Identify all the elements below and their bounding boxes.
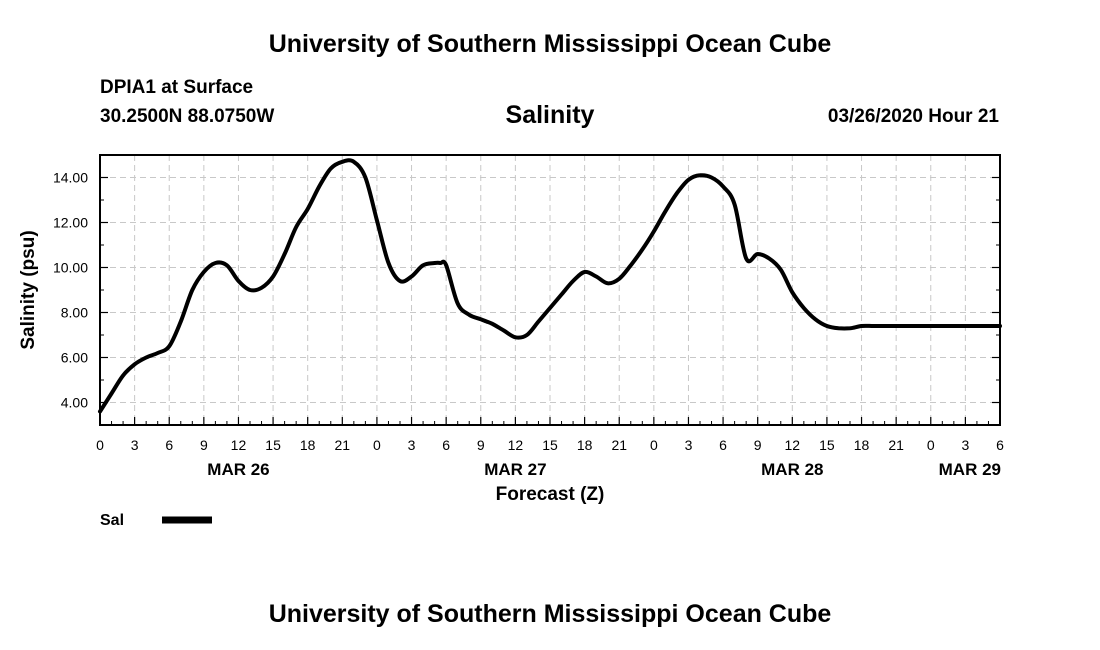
y-tick-label: 14.00	[53, 170, 88, 186]
x-tick-label: 18	[854, 437, 870, 453]
grid-layer	[100, 155, 1000, 425]
legend-label: Sal	[100, 512, 124, 529]
label-layer: 0 3 6 9 12 15 18 21 0 3 6 9 12 15 18 21 0 3 6 9 12 15 18 21 0 3 6 4…	[53, 170, 1004, 480]
x-tick-label: 3	[131, 437, 139, 453]
y-tick-label: 6.00	[61, 350, 88, 366]
x-tick-label: 0	[927, 437, 935, 453]
day-label: MAR 27	[484, 460, 546, 479]
chart-header-title: University of Southern Mississippi Ocean…	[268, 30, 832, 58]
x-tick-label: 0	[373, 437, 381, 453]
x-tick-label: 9	[200, 437, 208, 453]
chart-footer-title: University of Southern Mississippi Ocean…	[268, 600, 832, 628]
x-tick-label: 0	[650, 437, 658, 453]
x-tick-label: 18	[300, 437, 316, 453]
x-tick-label: 21	[335, 437, 351, 453]
y-axis-title: Salinity (psu)	[18, 230, 39, 349]
x-tick-label: 15	[265, 437, 281, 453]
x-tick-label: 6	[996, 437, 1004, 453]
x-tick-label: 9	[754, 437, 762, 453]
x-tick-label: 9	[477, 437, 485, 453]
y-tick-label: 12.00	[53, 215, 88, 231]
x-axis-title: Forecast (Z)	[496, 484, 605, 505]
y-tick-label: 8.00	[61, 305, 88, 321]
x-tick-label: 3	[961, 437, 969, 453]
day-label: MAR 26	[207, 460, 269, 479]
y-tick-label: 4.00	[61, 395, 88, 411]
plot-frame	[99, 154, 1001, 426]
x-tick-label: 15	[819, 437, 835, 453]
x-tick-label: 6	[442, 437, 450, 453]
x-tick-label: 18	[577, 437, 593, 453]
x-tick-label: 6	[165, 437, 173, 453]
x-tick-label: 6	[719, 437, 727, 453]
x-tick-label: 0	[96, 437, 104, 453]
x-tick-label: 21	[888, 437, 904, 453]
x-tick-label: 12	[508, 437, 524, 453]
x-tick-label: 3	[408, 437, 416, 453]
x-tick-label: 12	[231, 437, 247, 453]
chart-title: Salinity	[505, 101, 595, 129]
day-label: MAR 28	[761, 460, 823, 479]
run-time-label: 03/26/2020 Hour 21	[827, 106, 999, 127]
x-tick-label: 21	[611, 437, 627, 453]
station-label: DPIA1 at Surface	[100, 77, 254, 98]
day-label: MAR 29	[939, 460, 1001, 479]
salinity-series-line	[98, 158, 1002, 414]
x-tick-label: 12	[785, 437, 801, 453]
x-tick-label: 15	[542, 437, 558, 453]
x-tick-label: 3	[685, 437, 693, 453]
coordinates-label: 30.2500N 88.0750W	[100, 106, 275, 127]
y-tick-label: 10.00	[53, 260, 88, 276]
